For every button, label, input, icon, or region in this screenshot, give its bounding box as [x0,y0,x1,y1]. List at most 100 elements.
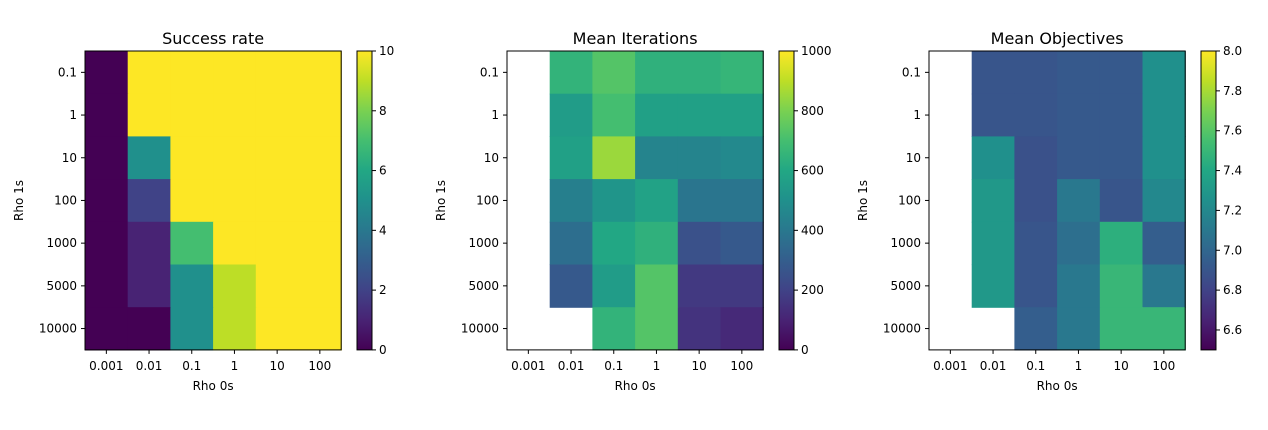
y-tick-label: 10000 [461,322,499,336]
heatmap-cell [255,221,300,266]
y-tick-label: 10 [62,151,77,165]
heatmap-cell [298,264,342,308]
y-tick-label: 100 [476,193,499,207]
heatmap-cell [170,221,214,266]
heatmap-panel-3: Mean Objectives 0.001 0.01 0.1 1 10 100 0.1 1 10 1… [856,29,1242,393]
y-tick-label: 1 [69,108,77,122]
colorbar-tick-label: 0 [801,343,809,357]
heatmap-cell [971,179,1015,223]
colorbar-tick-label: 400 [801,223,824,237]
colorbar-tick-label: 7.6 [1223,124,1242,138]
y-tick-label: 1000 [468,236,499,250]
heatmap-cell [720,51,764,95]
heatmap-cell [971,221,1015,266]
x-tick-label: 100 [1152,359,1175,373]
heatmap-cell [1142,264,1186,308]
heatmap-cell [298,51,342,95]
colorbar-frame [778,50,795,351]
heatmap-cell [677,136,722,180]
y-tick-label: 1 [491,108,499,122]
heatmap-cell [170,93,214,137]
heatmap-cell [1142,179,1186,223]
y-tick-label: 5000 [468,279,499,293]
chart-title: Mean Objectives [991,29,1124,48]
heatmap-cell [127,93,171,137]
heatmap-cell [677,51,722,95]
colorbar-tick-label: 600 [801,164,824,178]
y-axis-label: Rho 1s [434,180,448,221]
heatmap-cell [85,221,129,266]
heatmap-cell [1057,51,1101,95]
heatmap-cell [592,51,636,95]
heatmap-cell [127,179,171,223]
heatmap-cell [677,221,722,266]
heatmap-cell [549,136,593,180]
x-tick-label: 0.001 [89,359,123,373]
heatmap-cell [170,264,214,308]
heatmap-cell [85,93,129,137]
heatmap-cell [635,307,679,351]
heatmap-cell [971,51,1015,95]
heatmap-cell [213,179,257,223]
heatmap-cell [1099,307,1144,351]
colorbar-tick-label: 7.0 [1223,243,1242,257]
colorbar [1201,51,1216,350]
heatmap-cell [1057,179,1101,223]
heatmap-cell [1014,93,1058,137]
heatmap-cell [298,307,342,351]
heatmap-cell [213,136,257,180]
heatmap-cell [298,221,342,266]
heatmap-cell [213,264,257,308]
heatmap-cell [635,93,679,137]
heatmap-cell [255,136,300,180]
heatmap-cell [635,264,679,308]
x-tick-label: 0.01 [980,359,1007,373]
x-tick-label: 1 [1075,359,1083,373]
heatmap-cell [85,179,129,223]
x-tick-label: 0.1 [182,359,201,373]
heatmap-cell [720,221,764,266]
x-tick-label: 0.001 [933,359,967,373]
heatmap-cell [1057,307,1101,351]
heatmap-cell [677,264,722,308]
heatmap-cell [677,179,722,223]
colorbar-tick-label: 6 [379,164,387,178]
y-tick-label: 5000 [890,279,921,293]
heatmap-cell [635,179,679,223]
heatmap-cell [549,93,593,137]
heatmap-cell [170,136,214,180]
heatmap-cell [1142,136,1186,180]
heatmap-cell [127,221,171,266]
chart-title: Success rate [162,29,264,48]
heatmap-cell [213,221,257,266]
heatmap-cell [298,136,342,180]
heatmap-cell [720,179,764,223]
heatmap-cell [1142,51,1186,95]
heatmap-cell [720,264,764,308]
heatmap-cell [298,179,342,223]
heatmap-cell [1014,307,1058,351]
heatmap-cell [170,179,214,223]
colorbar-tick-label: 7.2 [1223,203,1242,217]
x-tick-label: 1 [231,359,239,373]
colorbar-tick-label: 800 [801,104,824,118]
colorbar-tick-label: 10 [379,44,394,58]
y-tick-label: 0.1 [58,65,77,79]
heatmap-cell [1014,51,1058,95]
heatmap-cell [592,264,636,308]
colorbar [779,51,794,350]
colorbar-tick-label: 7.4 [1223,164,1242,178]
colorbar-tick-label: 4 [379,223,387,237]
heatmap-cell [720,136,764,180]
heatmap-cell [1057,264,1101,308]
x-axis-label: Rho 0s [193,379,234,393]
heatmap-cell [85,136,129,180]
heatmap-cell [255,93,300,137]
heatmap-cell [592,179,636,223]
heatmap-cell [127,51,171,95]
heatmap-cell [1099,179,1144,223]
heatmap-cell [1099,221,1144,266]
x-axis-label: Rho 0s [1037,379,1078,393]
